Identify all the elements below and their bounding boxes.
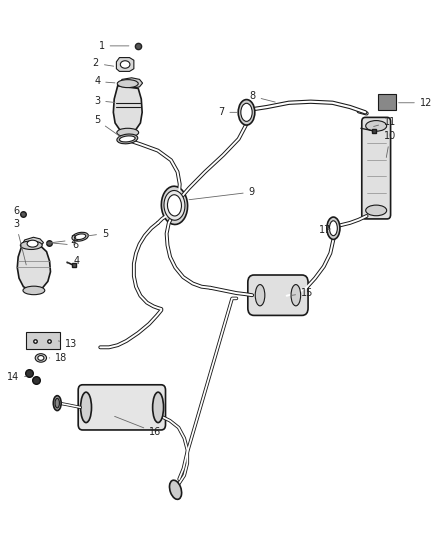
FancyBboxPatch shape [25, 333, 60, 349]
Text: 8: 8 [250, 91, 275, 102]
Ellipse shape [164, 190, 185, 220]
Text: 10: 10 [384, 131, 396, 157]
Ellipse shape [38, 356, 44, 360]
Ellipse shape [81, 392, 92, 423]
Ellipse shape [53, 395, 61, 410]
Text: 3: 3 [13, 219, 26, 265]
Text: 14: 14 [7, 372, 26, 382]
Text: 13: 13 [58, 338, 78, 349]
Text: 18: 18 [49, 353, 67, 363]
Ellipse shape [167, 195, 181, 216]
Text: 7: 7 [218, 107, 237, 117]
Text: 5: 5 [94, 115, 120, 136]
Text: 1: 1 [99, 41, 129, 51]
Ellipse shape [161, 186, 187, 224]
Ellipse shape [152, 392, 163, 423]
Ellipse shape [117, 134, 138, 144]
Text: 17: 17 [319, 225, 332, 236]
Ellipse shape [120, 136, 135, 142]
Text: 12: 12 [399, 98, 432, 108]
Ellipse shape [366, 205, 387, 216]
Polygon shape [21, 237, 43, 249]
Ellipse shape [238, 100, 255, 125]
Ellipse shape [35, 354, 46, 362]
FancyBboxPatch shape [248, 275, 308, 316]
Ellipse shape [117, 79, 138, 87]
Text: 2: 2 [93, 59, 113, 68]
Ellipse shape [291, 285, 300, 306]
Polygon shape [117, 58, 134, 71]
Text: 9: 9 [189, 187, 255, 200]
Ellipse shape [117, 128, 139, 137]
Text: 6: 6 [51, 240, 79, 250]
Text: 2: 2 [46, 235, 77, 245]
Text: 3: 3 [94, 95, 115, 106]
Text: 4: 4 [67, 256, 80, 266]
Text: 11: 11 [374, 117, 396, 127]
Ellipse shape [366, 120, 387, 131]
Ellipse shape [241, 103, 252, 122]
FancyBboxPatch shape [78, 385, 166, 430]
Ellipse shape [170, 480, 182, 499]
Polygon shape [17, 246, 50, 290]
Polygon shape [113, 86, 142, 133]
Ellipse shape [55, 398, 60, 408]
Text: 5: 5 [88, 229, 108, 239]
Ellipse shape [23, 286, 45, 295]
Ellipse shape [72, 232, 88, 241]
Ellipse shape [74, 234, 86, 239]
Ellipse shape [20, 241, 42, 249]
Ellipse shape [327, 217, 340, 239]
Text: 6: 6 [13, 206, 23, 216]
Ellipse shape [329, 221, 337, 236]
Polygon shape [119, 78, 143, 88]
Text: 15: 15 [292, 288, 314, 298]
Text: 4: 4 [94, 77, 115, 86]
FancyBboxPatch shape [362, 117, 391, 219]
FancyBboxPatch shape [378, 94, 396, 110]
Ellipse shape [27, 240, 38, 247]
Text: 16: 16 [115, 416, 161, 438]
Ellipse shape [255, 285, 265, 306]
Ellipse shape [120, 61, 130, 68]
